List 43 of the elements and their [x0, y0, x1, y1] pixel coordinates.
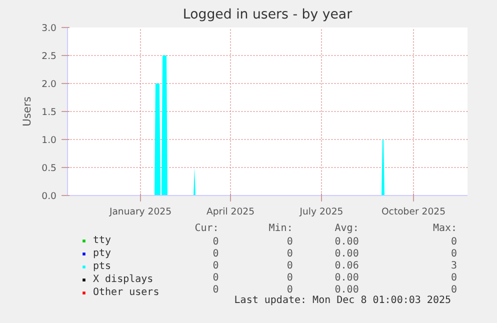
- y-tick-label: 0.5: [42, 163, 57, 174]
- text: 0: [212, 260, 219, 272]
- text: 0.00: [334, 272, 359, 284]
- legend-label: Other users: [93, 287, 160, 298]
- y-axis-title: Users: [20, 96, 34, 126]
- text: 0.00: [334, 248, 359, 260]
- x-tick-label: October 2025: [381, 206, 446, 218]
- text: 0: [451, 248, 458, 260]
- text: 0: [286, 272, 293, 284]
- legend-label: X displays: [93, 274, 154, 285]
- x-tick-label: April 2025: [206, 206, 255, 218]
- x-tick-label: July 2025: [298, 206, 344, 218]
- y-tick-label: 2.0: [42, 79, 57, 90]
- legend-label: pts: [93, 261, 112, 272]
- text: 0: [212, 236, 219, 248]
- y-tick-label: 0.0: [42, 191, 57, 202]
- text: Min:: [268, 223, 293, 234]
- text: 0: [451, 236, 458, 248]
- text: 0.06: [334, 260, 359, 272]
- text: 0.00: [334, 284, 359, 296]
- y-tick-label: 1.0: [42, 135, 57, 146]
- text: 0: [286, 236, 293, 248]
- legend-label: tty: [93, 235, 112, 246]
- text: 0: [286, 284, 293, 296]
- y-tick-label: 2.5: [42, 51, 57, 62]
- text: 0: [212, 284, 219, 296]
- text: 0: [451, 272, 458, 284]
- text: 3: [451, 260, 458, 272]
- legend-label: pty: [93, 248, 112, 259]
- text: 0: [212, 272, 219, 284]
- text: 0: [451, 284, 458, 296]
- text: Avg:: [334, 223, 359, 234]
- text: Max:: [432, 223, 458, 234]
- text: 0.00: [334, 236, 359, 248]
- text: 0: [212, 248, 219, 260]
- chart-title: Logged in users - by year: [182, 8, 353, 22]
- x-tick-label: January 2025: [108, 206, 172, 218]
- text: Last update: Mon Dec 8 01:00:03 2025: [234, 295, 452, 306]
- text: 0: [286, 248, 293, 260]
- text: Cur:: [194, 223, 219, 234]
- y-tick-label: 1.5: [42, 107, 57, 118]
- text: 0: [286, 260, 293, 272]
- y-tick-label: 3.0: [42, 23, 57, 34]
